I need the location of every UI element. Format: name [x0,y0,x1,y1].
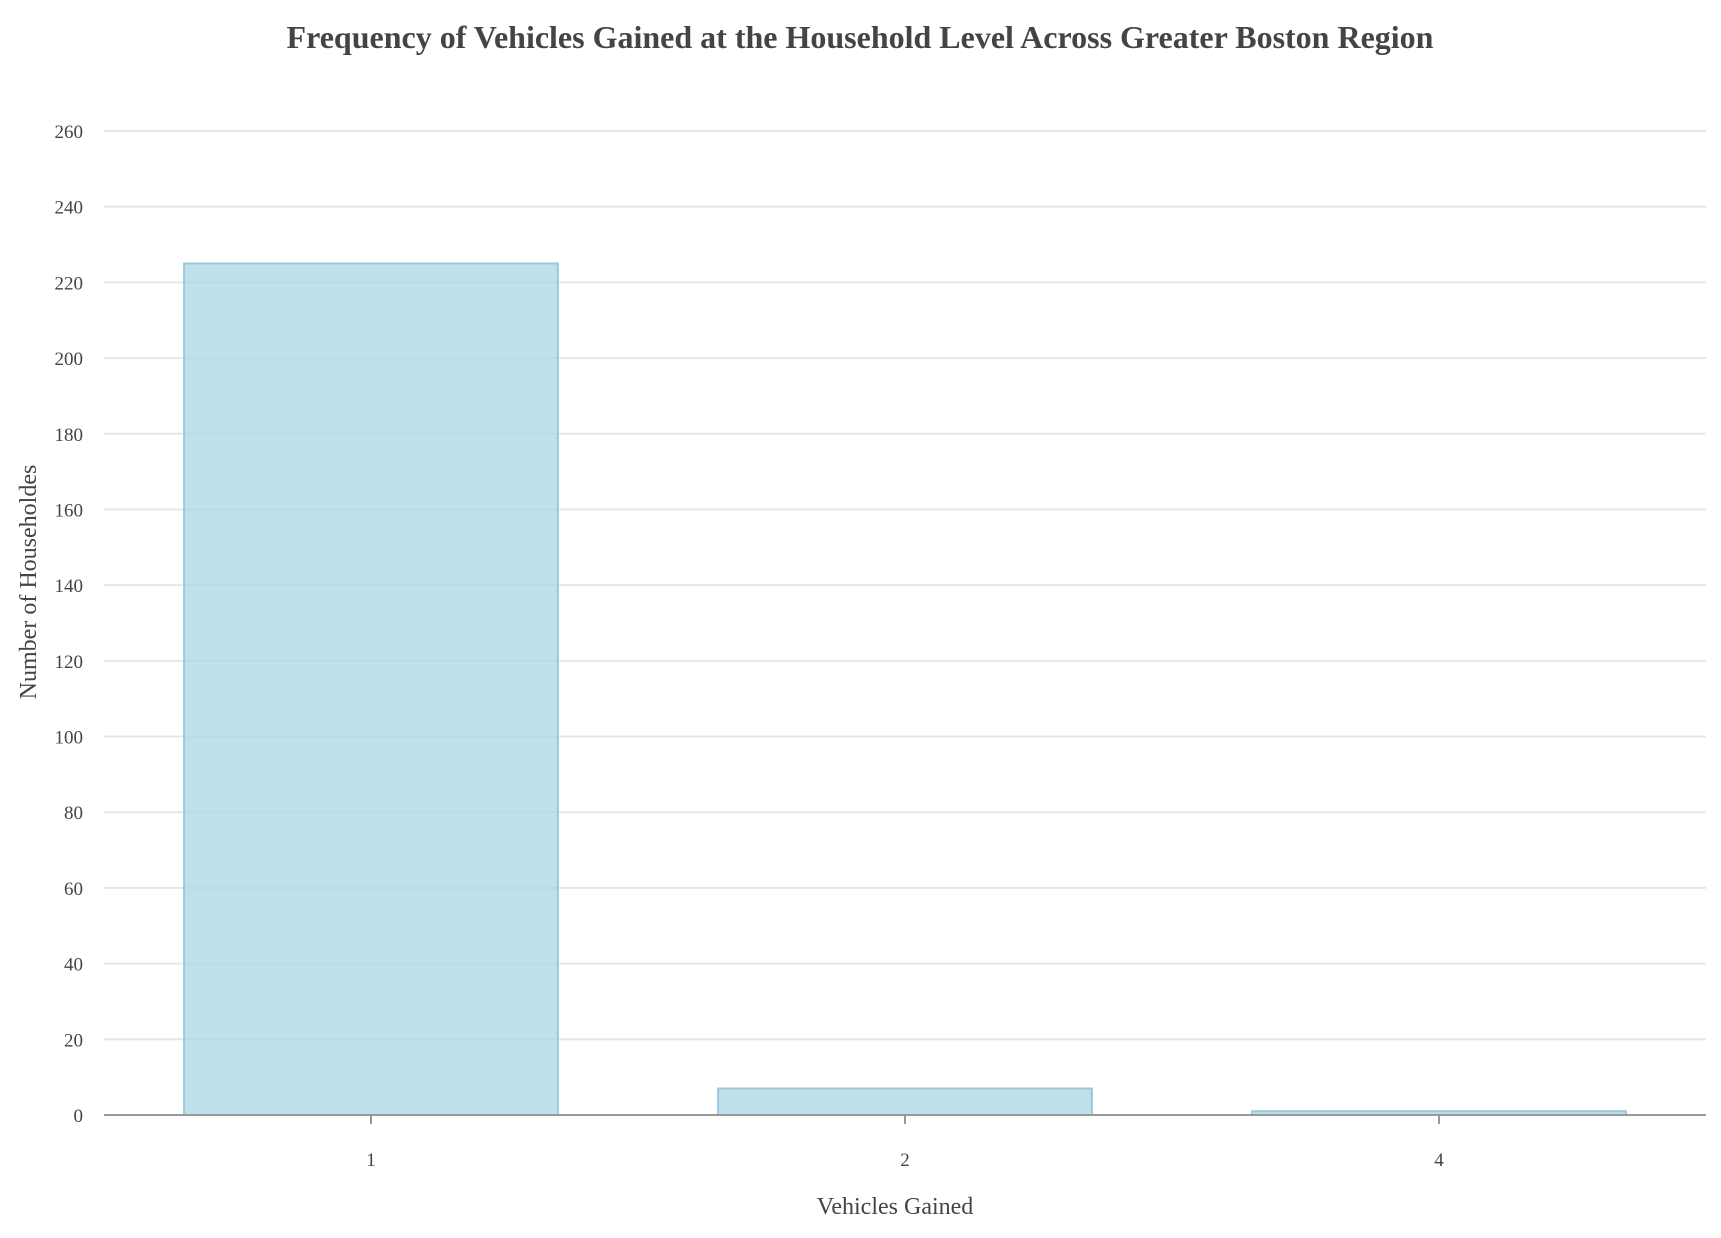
y-tick-label: 160 [55,500,84,521]
y-tick-label: 200 [55,349,84,370]
y-tick-label: 60 [64,879,83,900]
x-tick-label: 4 [1434,1150,1444,1171]
chart-title: Frequency of Vehicles Gained at the Hous… [287,19,1434,55]
y-axis-label: Number of Householdes [16,465,42,700]
axes: 0 20 40 60 80 100 120 140 160 180 200 220 240 260 1 2 4 [55,122,1706,1171]
y-tick-label: 240 [55,198,84,219]
y-tick-label: 180 [55,425,84,446]
y-tick-label: 140 [55,576,84,597]
y-tick-label: 0 [74,1106,84,1127]
y-tick-label: 220 [55,273,84,294]
x-tick-label: 2 [900,1150,910,1171]
bars [183,262,1627,1116]
y-tick-label: 40 [64,955,83,976]
y-tick-label: 120 [55,652,84,673]
y-tick-label: 100 [55,728,84,749]
y-tick-label: 20 [64,1030,83,1051]
bar [183,262,559,1116]
y-tick-label: 80 [64,803,83,824]
y-tick-label: 260 [55,122,84,143]
x-axis-label: Vehicles Gained [817,1194,974,1220]
bar [717,1087,1093,1116]
x-tick-label: 1 [366,1150,376,1171]
